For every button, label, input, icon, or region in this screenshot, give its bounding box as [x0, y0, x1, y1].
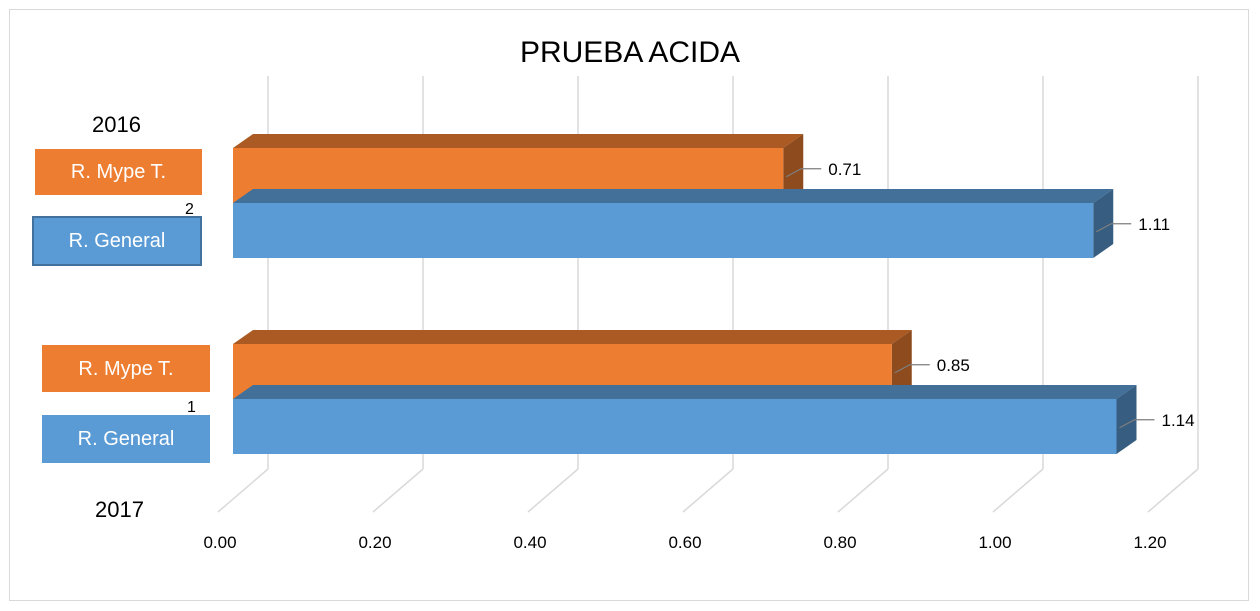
- chart-title: PRUEBA ACIDA: [519, 36, 741, 69]
- data-label-leader: [1095, 223, 1132, 233]
- data-label-leader: [785, 168, 822, 178]
- bar-end-face: [891, 330, 912, 399]
- gridline-floor: [217, 468, 269, 513]
- gridline-floor: [527, 468, 579, 513]
- year-label-top: 2016: [92, 112, 141, 137]
- data-label: 1.14: [1162, 411, 1195, 430]
- x-tick-label: 0.60: [668, 533, 701, 552]
- x-tick-label: 1.20: [1133, 533, 1166, 552]
- x-tick-label: 0.00: [203, 533, 236, 552]
- year-label-bottom: 2017: [95, 497, 144, 522]
- data-label-leader: [894, 364, 930, 374]
- bar: [233, 203, 1094, 258]
- x-tick-label: 0.20: [358, 533, 391, 552]
- legend-box-general-bottom: R. General: [42, 415, 210, 463]
- gridline-floor: [992, 468, 1044, 513]
- gridline-floor: [682, 468, 734, 513]
- bar-top-face: [233, 385, 1137, 399]
- gridline-floor: [837, 468, 889, 513]
- gridline-floor: [372, 468, 424, 513]
- bar-top-face: [233, 134, 804, 148]
- gridline-floor: [1147, 468, 1199, 513]
- bar-end-face: [1116, 385, 1137, 454]
- x-tick-label: 0.80: [823, 533, 856, 552]
- x-tick-label: 0.40: [513, 533, 546, 552]
- bar: [233, 399, 1117, 454]
- bar-end-face: [1093, 189, 1114, 258]
- bar-end-face: [783, 134, 804, 203]
- legend-box-mype-top: R. Mype T.: [35, 149, 202, 195]
- category-label-2: 2: [185, 201, 194, 218]
- bar-top-face: [233, 330, 912, 344]
- bar-top-face: [233, 189, 1114, 203]
- data-label-leader: [1119, 419, 1155, 429]
- data-label: 0.85: [937, 356, 970, 375]
- category-label-1: 1: [187, 399, 196, 416]
- legend-box-mype-bottom: R. Mype T.: [42, 345, 210, 392]
- data-label: 1.11: [1138, 215, 1170, 234]
- data-label: 0.71: [828, 160, 861, 179]
- x-tick-label: 1.00: [978, 533, 1011, 552]
- legend-box-general-top: R. General: [32, 216, 202, 266]
